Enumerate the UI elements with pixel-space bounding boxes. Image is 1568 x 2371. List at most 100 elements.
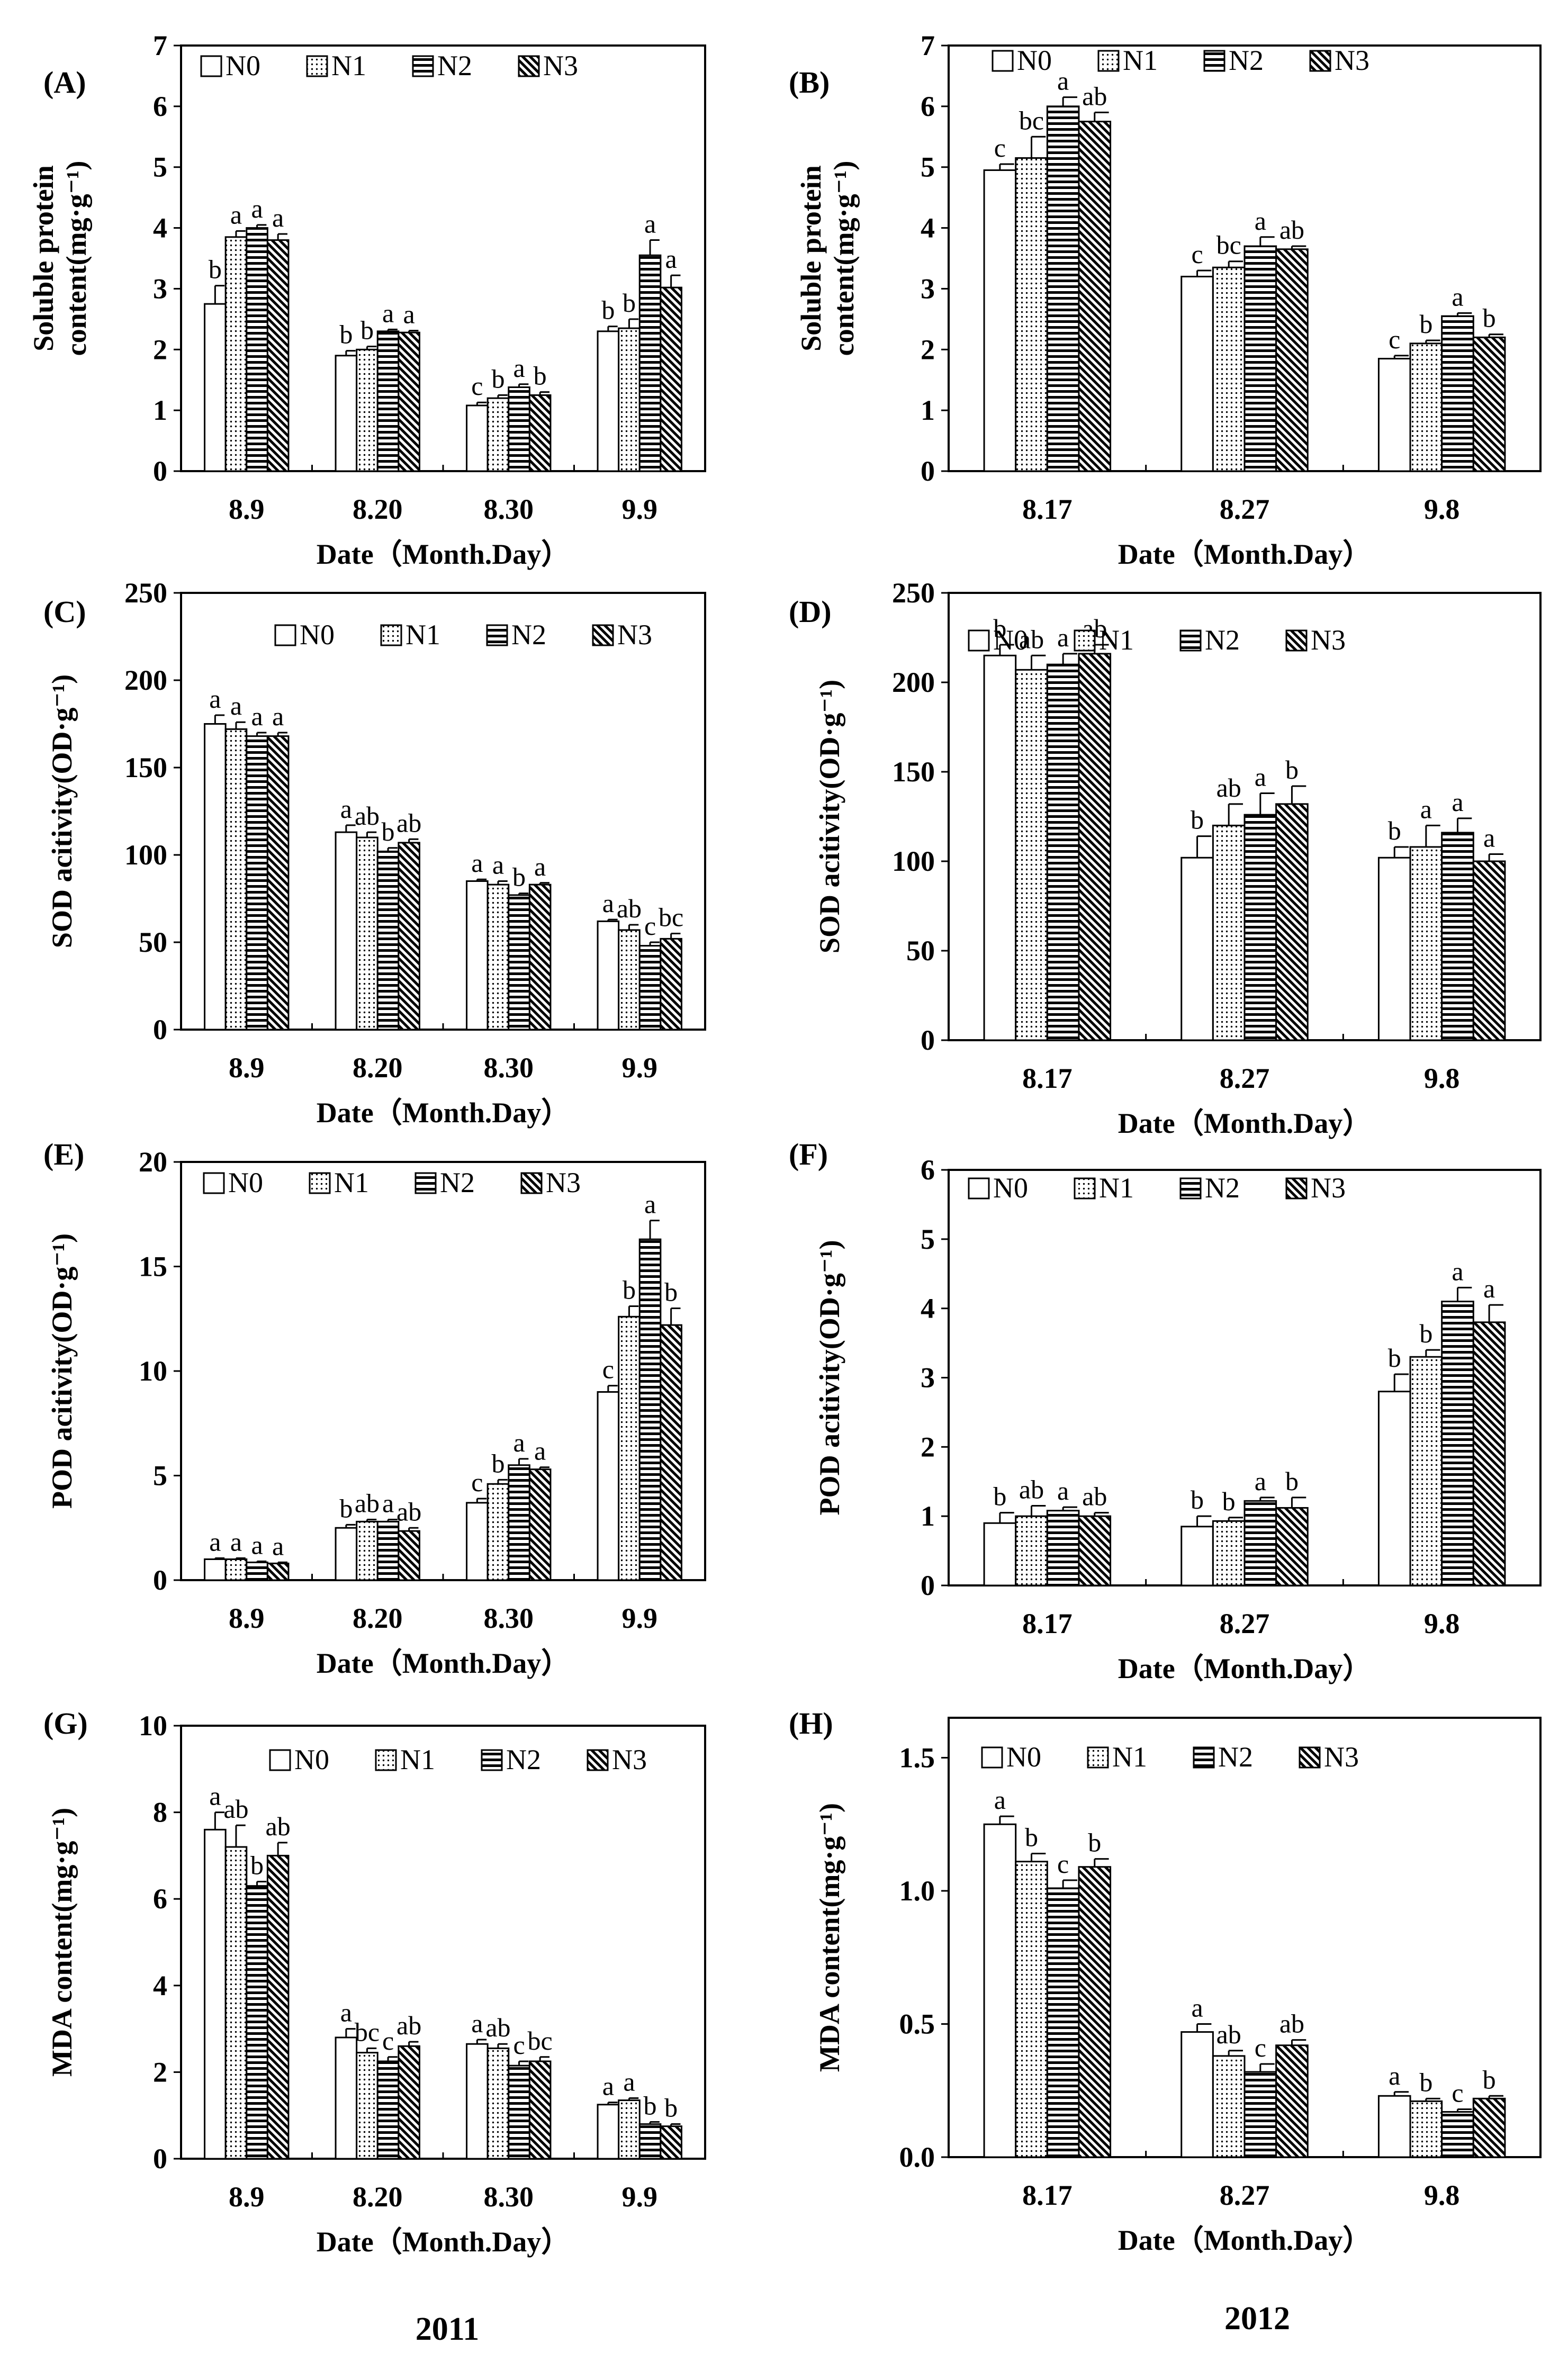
bar-n3 <box>1275 803 1309 1041</box>
y-axis-label: content(mg·g⁻¹) <box>828 161 860 356</box>
significance-letter: b <box>601 295 615 325</box>
x-tick-label: 9.8 <box>1424 493 1460 525</box>
bar-n1 <box>1212 824 1246 1041</box>
panel-label: (H) <box>789 1706 833 1741</box>
bar-n0 <box>335 2036 358 2160</box>
bar-n2 <box>1046 1510 1080 1586</box>
panel-b: (B) 0 1 2 3 4 5 6 7 Soluble protein content(mg·g⁻¹… <box>789 30 1542 570</box>
bar-n1 <box>486 1483 510 1581</box>
bar-n1 <box>1409 846 1443 1041</box>
y-tick-label: 1.5 <box>899 1742 935 1773</box>
legend: N0 N1 N2 N3 <box>968 1172 1346 1204</box>
legend-swatch-n0 <box>200 55 222 77</box>
bar-n0 <box>1377 358 1411 472</box>
legend-swatch-n3 <box>592 624 614 646</box>
x-axis-label: Date（Month.Day） <box>317 2226 570 2258</box>
significance-letter: c <box>513 2030 525 2060</box>
significance-letter: a <box>644 209 656 239</box>
legend-swatch-n1 <box>375 1749 397 1771</box>
x-tick-label: 8.27 <box>1220 1062 1270 1094</box>
x-tick-label: 8.9 <box>229 1602 265 1634</box>
significance-letter: ab <box>1279 2009 1304 2039</box>
y-axis-label: SOD acitivity(OD·g⁻¹) <box>46 674 78 948</box>
bar-n0 <box>597 2104 620 2160</box>
bar-n3 <box>398 2045 420 2160</box>
significance-letter: c <box>1452 2078 1463 2107</box>
bar-n0 <box>466 404 489 472</box>
significance-letter: ab <box>1019 624 1044 654</box>
x-tick-label: 9.9 <box>622 2181 658 2213</box>
bar-n3 <box>1275 248 1309 472</box>
bar-n3 <box>528 884 552 1031</box>
bar-n0 <box>1377 1391 1411 1586</box>
legend-label-n2: N2 <box>1205 1172 1240 1204</box>
bar-n2 <box>1046 1887 1080 2158</box>
bar-n0 <box>204 1558 227 1581</box>
significance-letter: b <box>623 288 636 318</box>
y-tick-label: 7 <box>153 30 167 61</box>
significance-letter: b <box>664 1277 678 1307</box>
legend-swatch-n2 <box>1179 1177 1202 1200</box>
y-tick-label: 4 <box>153 1970 167 2002</box>
bar-n2 <box>638 945 662 1031</box>
legend-swatch-n0 <box>274 624 296 646</box>
legend-label-n0: N0 <box>294 1744 329 1775</box>
y-tick-label: 4 <box>921 212 935 244</box>
bar-n1 <box>486 884 510 1031</box>
legend: N0 N1 N2 N3 <box>200 50 578 82</box>
significance-letter: a <box>492 850 504 880</box>
panel-d: (D) 0 50 100 150 200 250 SOD acitivity(OD·g⁻¹) 8… <box>789 577 1542 1139</box>
bar-n0 <box>1180 1526 1214 1586</box>
x-tick-label: 8.17 <box>1022 1608 1073 1639</box>
legend-label-n2: N2 <box>511 619 546 651</box>
significance-letter: b <box>491 1448 504 1478</box>
legend-label-n3: N3 <box>1311 624 1346 656</box>
y-axis-label: POD acitivity(OD·g⁻¹) <box>46 1233 78 1509</box>
significance-letter: bc <box>1216 230 1241 260</box>
bar-n2 <box>376 330 400 472</box>
y-tick-label: 0 <box>153 455 167 487</box>
legend-label-n1: N1 <box>400 1744 435 1775</box>
y-tick-label: 2 <box>921 1431 935 1463</box>
bar-n3 <box>1078 1515 1112 1586</box>
y-axis-label: SOD acitivity(OD·g⁻¹) <box>814 680 845 953</box>
significance-letter: ab <box>396 2011 421 2040</box>
legend: N0 N1 N2 N3 <box>203 1167 581 1198</box>
legend-label-n0: N0 <box>993 624 1028 656</box>
bar-n2 <box>1243 2071 1277 2158</box>
y-tick-label: 2 <box>153 333 167 365</box>
bar-n3 <box>660 937 682 1031</box>
legend-swatch-n0 <box>968 629 990 652</box>
legend-swatch-n0 <box>203 1172 225 1194</box>
legend-label-n1: N1 <box>1099 1172 1134 1204</box>
y-tick-label: 6 <box>153 1883 167 1915</box>
legend-label-n1: N1 <box>334 1167 369 1198</box>
legend-label-n1: N1 <box>1123 44 1158 76</box>
bar-n2 <box>638 2123 662 2160</box>
legend-label-n3: N3 <box>1335 44 1369 76</box>
legend-swatch-n0 <box>981 1746 1003 1769</box>
bar-n1 <box>1212 1520 1246 1586</box>
bar-n3 <box>1472 860 1506 1041</box>
bar-n0 <box>597 1391 620 1581</box>
significance-letter: c <box>1255 2033 1266 2062</box>
significance-letter: b <box>623 1275 636 1305</box>
y-tick-label: 0 <box>153 1564 167 1596</box>
significance-letter: b <box>534 361 547 391</box>
bar-n2 <box>1243 814 1277 1041</box>
significance-letter: c <box>471 1467 483 1497</box>
y-axis-label: Soluble protein <box>795 165 827 351</box>
bar-n2 <box>508 2065 530 2160</box>
bar-n3 <box>266 1562 290 1581</box>
y-tick-label: 15 <box>139 1251 167 1283</box>
y-axis-label: Soluble protein <box>28 165 59 351</box>
significance-letter: b <box>1419 309 1432 339</box>
x-tick-label: 9.8 <box>1424 2179 1460 2211</box>
y-tick-label: 0 <box>921 455 935 487</box>
bar-n3 <box>528 1468 552 1581</box>
x-tick-label: 8.30 <box>484 2181 534 2213</box>
panel-label: (A) <box>43 65 86 100</box>
panel-label: (C) <box>43 594 86 629</box>
